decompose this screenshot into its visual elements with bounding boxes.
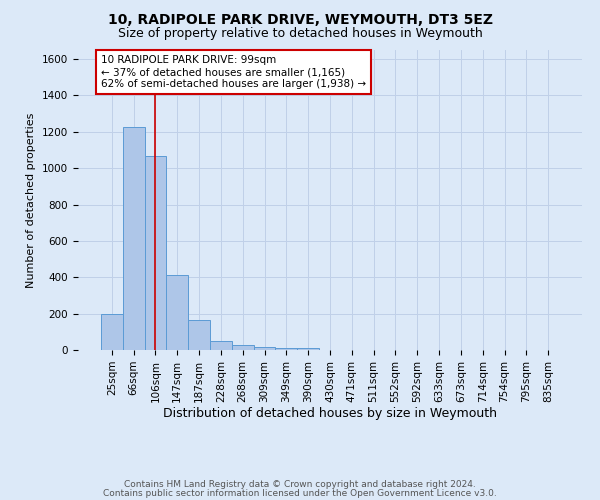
Bar xyxy=(275,348,297,350)
Text: Contains HM Land Registry data © Crown copyright and database right 2024.: Contains HM Land Registry data © Crown c… xyxy=(124,480,476,489)
Bar xyxy=(101,314,123,350)
Bar xyxy=(166,276,188,350)
X-axis label: Distribution of detached houses by size in Weymouth: Distribution of detached houses by size … xyxy=(163,408,497,420)
Text: Contains public sector information licensed under the Open Government Licence v3: Contains public sector information licen… xyxy=(103,488,497,498)
Text: Size of property relative to detached houses in Weymouth: Size of property relative to detached ho… xyxy=(118,28,482,40)
Text: 10, RADIPOLE PARK DRIVE, WEYMOUTH, DT3 5EZ: 10, RADIPOLE PARK DRIVE, WEYMOUTH, DT3 5… xyxy=(107,12,493,26)
Text: 10 RADIPOLE PARK DRIVE: 99sqm
← 37% of detached houses are smaller (1,165)
62% o: 10 RADIPOLE PARK DRIVE: 99sqm ← 37% of d… xyxy=(101,56,366,88)
Bar xyxy=(145,156,166,350)
Y-axis label: Number of detached properties: Number of detached properties xyxy=(26,112,37,288)
Bar xyxy=(210,341,232,350)
Bar xyxy=(188,320,210,350)
Bar xyxy=(254,346,275,350)
Bar xyxy=(123,128,145,350)
Bar xyxy=(232,346,254,350)
Bar xyxy=(297,348,319,350)
